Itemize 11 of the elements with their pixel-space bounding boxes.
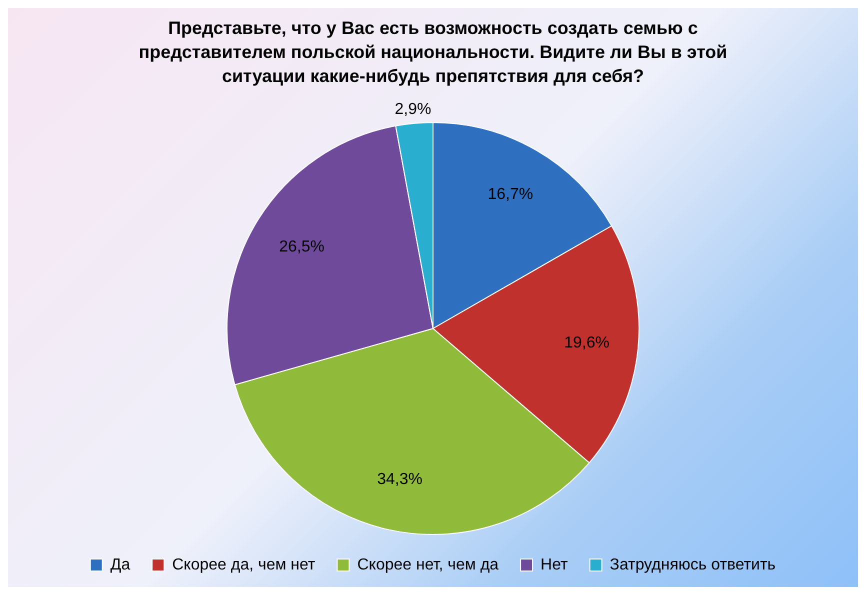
data-label: 16,7% [488,186,534,204]
legend-label: Скорее да, чем нет [172,556,316,574]
legend-label: Нет [540,556,568,574]
chart-title: Представьте, что у Вас есть возможность создать семью с представителем польской национальности. Видите ли Вы в этой ситуации какие-нибудь препятствия для себя? [138,17,728,88]
data-label: 19,6% [564,334,610,352]
data-label: 26,5% [279,238,324,256]
legend-label: Затрудняюсь ответить [610,556,776,574]
data-label: 2,9% [394,100,432,118]
data-label: 34,3% [377,470,422,488]
legend-label: Скорее нет, чем да [357,556,499,574]
legend-label: Да [110,556,130,574]
